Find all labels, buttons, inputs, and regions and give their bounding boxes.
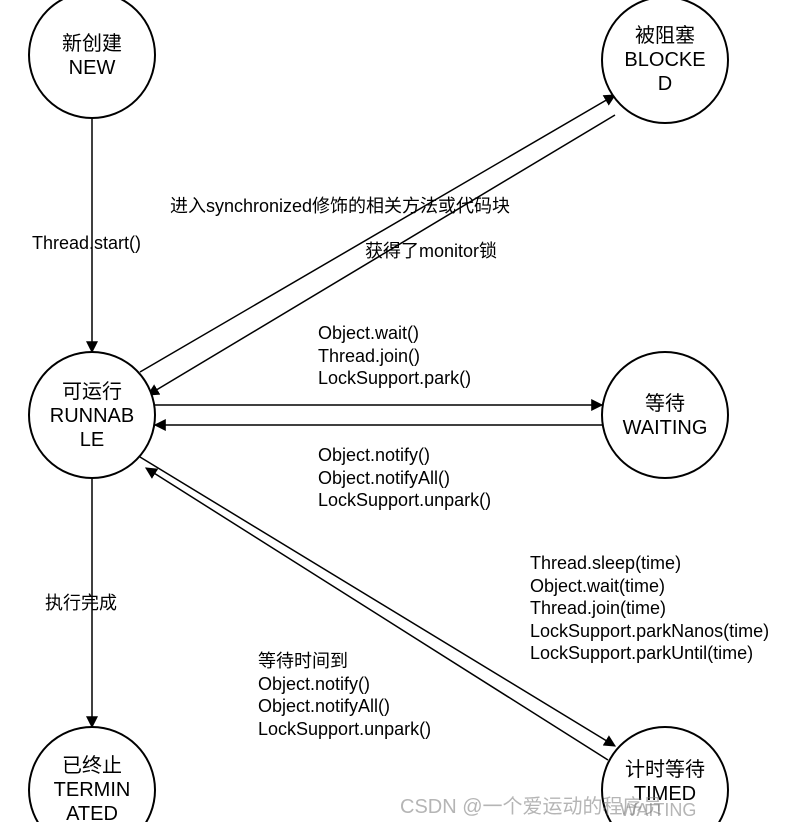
state-node [602,352,728,478]
state-node [602,0,728,123]
transition-edge [148,115,615,395]
transition-edge [146,468,608,760]
state-node [602,727,728,822]
state-node [29,352,155,478]
transition-edge [140,95,615,372]
transition-edge [140,457,615,746]
state-node [29,0,155,118]
state-node [29,727,155,822]
